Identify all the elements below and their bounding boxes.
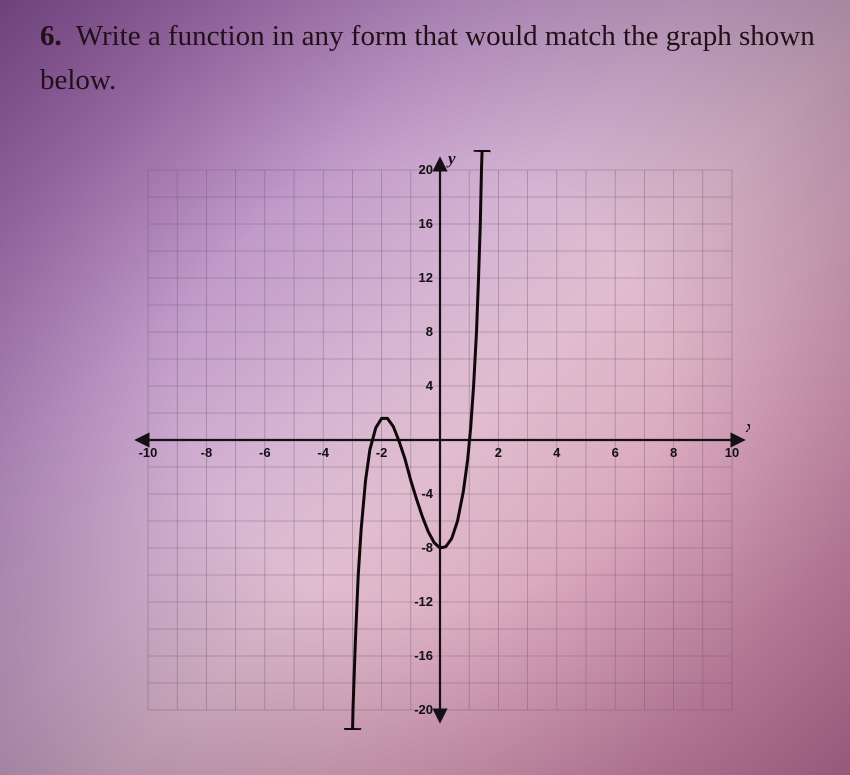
svg-text:-2: -2 xyxy=(376,445,388,460)
svg-text:-4: -4 xyxy=(421,486,433,501)
graph-axes xyxy=(142,164,738,716)
svg-text:8: 8 xyxy=(670,445,677,460)
svg-text:-10: -10 xyxy=(139,445,158,460)
question-number: 6. xyxy=(40,20,62,52)
svg-text:x: x xyxy=(745,417,750,436)
graph-axis-labels: xy xyxy=(446,150,750,436)
svg-text:16: 16 xyxy=(419,216,433,231)
svg-text:2: 2 xyxy=(495,445,502,460)
svg-text:8: 8 xyxy=(426,324,433,339)
svg-text:-8: -8 xyxy=(201,445,213,460)
svg-text:4: 4 xyxy=(426,378,434,393)
question-body: Write a function in any form that would … xyxy=(40,20,815,96)
graph-container: -10 -8 -6 -4 -2 2 4 6 8 10 20 16 12 8 4 -4 -8 -12 -16 -20 x… xyxy=(130,150,750,730)
svg-text:20: 20 xyxy=(419,162,433,177)
svg-text:y: y xyxy=(446,150,456,168)
svg-text:-12: -12 xyxy=(414,594,433,609)
svg-text:4: 4 xyxy=(553,445,561,460)
svg-text:6: 6 xyxy=(612,445,619,460)
svg-text:-6: -6 xyxy=(259,445,271,460)
question-text: 6.Write a function in any form that woul… xyxy=(40,14,820,102)
svg-text:-8: -8 xyxy=(421,540,433,555)
svg-text:10: 10 xyxy=(725,445,739,460)
svg-text:12: 12 xyxy=(419,270,433,285)
svg-text:-20: -20 xyxy=(414,702,433,717)
graph-svg: -10 -8 -6 -4 -2 2 4 6 8 10 20 16 12 8 4 -4 -8 -12 -16 -20 x… xyxy=(130,150,750,730)
svg-text:-4: -4 xyxy=(317,445,329,460)
svg-text:-16: -16 xyxy=(414,648,433,663)
